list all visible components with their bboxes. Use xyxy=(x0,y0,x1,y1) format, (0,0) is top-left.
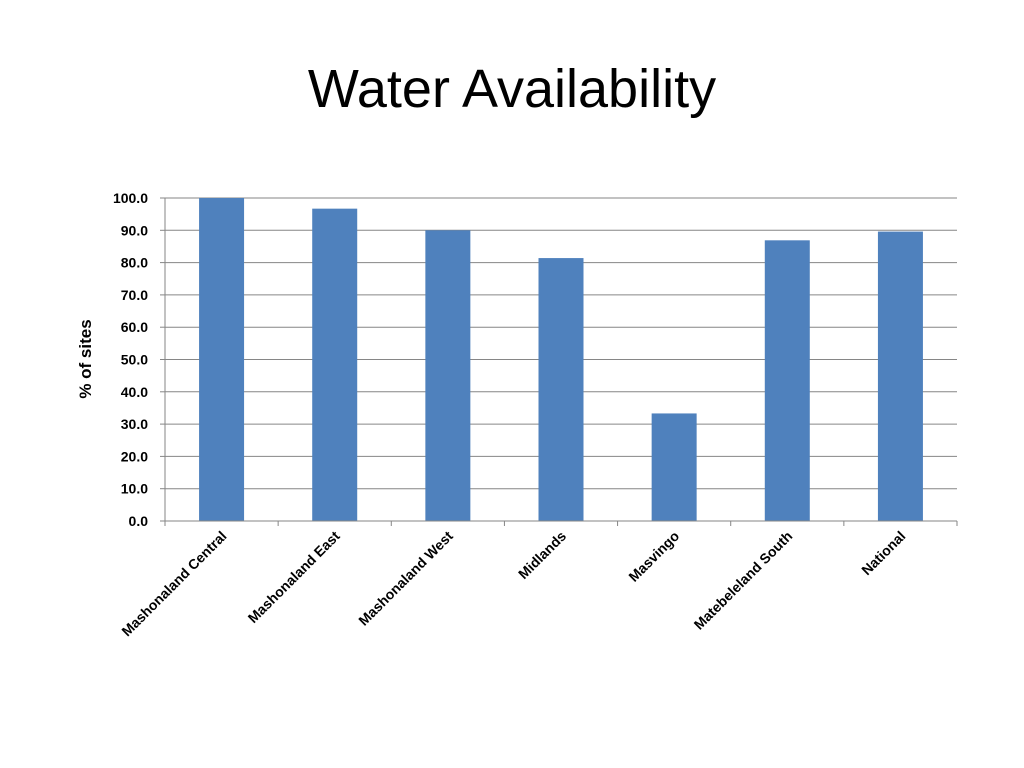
y-tick-label: 70.0 xyxy=(121,287,148,303)
y-tick-label: 80.0 xyxy=(121,255,148,271)
y-tick-label: 60.0 xyxy=(121,319,148,335)
y-tick-labels: 0.0 10.0 20.0 30.0 40.0 50.0 60.0 70.0 80.0 90.0 1… xyxy=(113,190,148,529)
slide-title: Water Availability xyxy=(307,59,717,119)
y-tick-label: 20.0 xyxy=(121,448,148,464)
x-tick-label: Mashonaland Central xyxy=(118,528,229,639)
bar xyxy=(425,230,471,522)
bar xyxy=(312,208,358,521)
y-tick-label: 100.0 xyxy=(113,190,148,206)
x-tick-label: Mashonaland West xyxy=(355,528,456,629)
y-tick-label: 40.0 xyxy=(121,384,148,400)
y-tick-label: 0.0 xyxy=(129,513,149,529)
x-tick-label: National xyxy=(858,528,908,578)
x-tick-label: Masvingo xyxy=(625,528,682,585)
x-tick-label: Matebeleland South xyxy=(691,528,796,633)
bar xyxy=(651,413,697,521)
x-tick-label: Mashonaland East xyxy=(245,528,343,626)
y-axis-title: % of sites xyxy=(76,319,95,398)
x-tick-labels: Mashonaland Central Mashonaland East Masho… xyxy=(118,528,908,640)
y-tick-label: 10.0 xyxy=(121,481,148,497)
x-tick-label: Midlands xyxy=(515,528,569,582)
bar xyxy=(764,240,810,522)
y-tick-label: 50.0 xyxy=(121,352,148,368)
y-tick-label: 30.0 xyxy=(121,416,148,432)
bars xyxy=(199,198,923,522)
y-tick-label: 90.0 xyxy=(121,222,148,238)
bar xyxy=(199,198,245,521)
bar xyxy=(538,258,584,521)
axes xyxy=(160,197,958,526)
bar xyxy=(877,231,923,522)
